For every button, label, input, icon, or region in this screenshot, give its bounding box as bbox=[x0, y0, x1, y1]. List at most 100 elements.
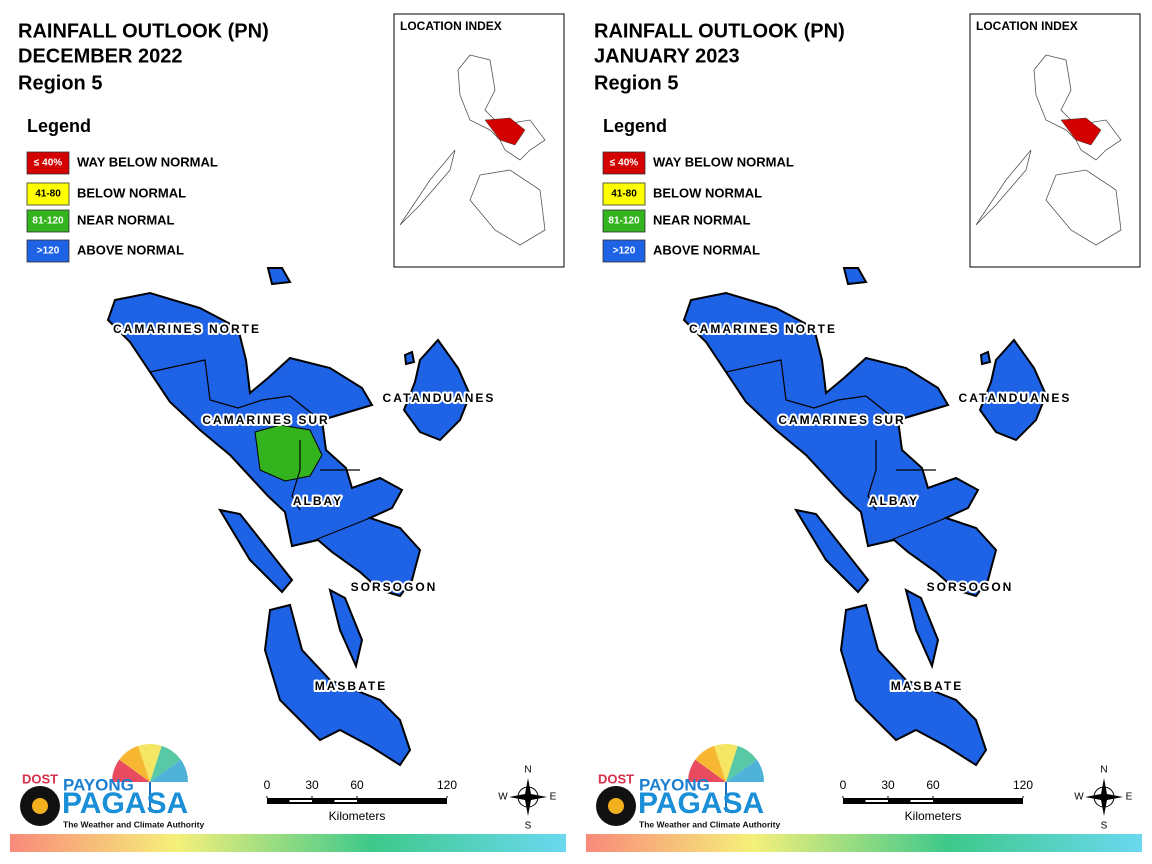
province-border bbox=[725, 359, 867, 409]
country-outline bbox=[469, 169, 546, 246]
logo-tagline: The Weather and Climate Authority bbox=[639, 819, 780, 829]
legend-swatch-text: ≤ 40% bbox=[610, 158, 638, 169]
umbrella-segment bbox=[714, 744, 738, 782]
province-border bbox=[867, 440, 877, 511]
province-area bbox=[978, 338, 1048, 442]
province-area bbox=[839, 603, 988, 767]
scale-tick-label: 30 bbox=[881, 778, 895, 792]
province-label: CAMARINES NORTE bbox=[689, 322, 837, 336]
province-area bbox=[842, 267, 868, 286]
logo-payong: PAYONG bbox=[63, 775, 134, 794]
legend-swatch bbox=[602, 151, 646, 175]
scale-bar-gap bbox=[865, 800, 888, 802]
umbrella-segment bbox=[695, 745, 726, 782]
legend-label: WAY BELOW NORMAL bbox=[77, 154, 218, 169]
province-label: SORSOGON bbox=[351, 580, 438, 594]
scale-tick-label: 120 bbox=[437, 778, 457, 792]
province-area bbox=[403, 350, 416, 366]
legend-swatch bbox=[602, 239, 646, 263]
scale-bar-gap bbox=[334, 800, 357, 802]
title-line: JANUARY 2023 bbox=[594, 45, 740, 67]
province-area bbox=[793, 508, 870, 594]
title-line: DECEMBER 2022 bbox=[18, 45, 183, 67]
legend-label: NEAR NORMAL bbox=[653, 212, 751, 227]
scale-tick-label: 60 bbox=[350, 778, 364, 792]
umbrella-segment bbox=[150, 745, 181, 782]
compass-letter: S bbox=[1101, 821, 1108, 832]
legend-label: ABOVE NORMAL bbox=[653, 242, 760, 257]
province-label: MASBATE bbox=[891, 679, 963, 693]
province-area bbox=[979, 350, 992, 366]
title-line: RAINFALL OUTLOOK (PN) bbox=[18, 20, 269, 42]
legend-swatch bbox=[26, 151, 70, 175]
legend-swatch-text: 41-80 bbox=[35, 189, 61, 200]
province-label: ALBAY bbox=[869, 494, 919, 508]
legend-swatch-text: 81-120 bbox=[32, 216, 64, 227]
province-area bbox=[904, 588, 940, 670]
umbrella-segment bbox=[112, 759, 150, 782]
color-band bbox=[586, 834, 1142, 852]
logo-dost: DOST bbox=[598, 771, 634, 786]
title-line: RAINFALL OUTLOOK (PN) bbox=[594, 20, 845, 42]
scale-tick-label: 0 bbox=[264, 778, 271, 792]
umbrella-segment bbox=[138, 744, 162, 782]
title-line: Region 5 bbox=[594, 72, 678, 94]
scale-tick-label: 120 bbox=[1013, 778, 1033, 792]
province-border bbox=[149, 359, 291, 409]
legend-swatch-text: >120 bbox=[613, 246, 636, 257]
province-label: CAMARINES NORTE bbox=[113, 322, 261, 336]
color-band bbox=[10, 834, 566, 852]
province-border bbox=[291, 440, 301, 511]
legend-swatch-text: 81-120 bbox=[608, 216, 640, 227]
province-border bbox=[890, 517, 947, 541]
near-normal-area bbox=[254, 424, 323, 482]
country-outline bbox=[1033, 54, 1122, 161]
scale-unit: Kilometers bbox=[905, 809, 962, 823]
logo-seal-center bbox=[32, 798, 48, 814]
country-outline bbox=[1045, 169, 1122, 246]
umbrella-segment bbox=[726, 745, 757, 782]
logo-dost: DOST bbox=[22, 771, 58, 786]
legend-label: NEAR NORMAL bbox=[77, 212, 175, 227]
compass-star bbox=[1085, 778, 1123, 816]
scale-unit: Kilometers bbox=[329, 809, 386, 823]
scale-bar-gap bbox=[289, 800, 312, 802]
compass-letter: W bbox=[1074, 792, 1084, 803]
province-area bbox=[263, 603, 412, 767]
legend-label: WAY BELOW NORMAL bbox=[653, 154, 794, 169]
scale-tick-label: 0 bbox=[840, 778, 847, 792]
scale-tick-label: 30 bbox=[305, 778, 319, 792]
compass-letter: N bbox=[1100, 765, 1107, 776]
location-index-label: LOCATION INDEX bbox=[400, 19, 502, 33]
province-label: MASBATE bbox=[315, 679, 387, 693]
umbrella-segment bbox=[150, 759, 188, 782]
province-area bbox=[328, 588, 364, 670]
country-outline bbox=[975, 149, 1032, 226]
legend-label: ABOVE NORMAL bbox=[77, 242, 184, 257]
province-label: SORSOGON bbox=[927, 580, 1014, 594]
province-border bbox=[314, 517, 371, 541]
region-highlight bbox=[1060, 117, 1102, 146]
compass-letter: N bbox=[524, 765, 531, 776]
location-index-label: LOCATION INDEX bbox=[976, 19, 1078, 33]
legend-swatch bbox=[26, 239, 70, 263]
region-highlight bbox=[484, 117, 526, 146]
province-label: ALBAY bbox=[293, 494, 343, 508]
country-outline bbox=[457, 54, 546, 161]
province-border bbox=[865, 395, 897, 421]
logo-seal-center bbox=[608, 798, 624, 814]
legend-label: BELOW NORMAL bbox=[77, 185, 186, 200]
panel: RAINFALL OUTLOOK (PN) JANUARY 2023 Region … bbox=[586, 13, 1142, 852]
logo-pagasa: PAGASA bbox=[62, 787, 188, 820]
legend-swatch-text: >120 bbox=[37, 246, 60, 257]
province-label: CAMARINES SUR bbox=[202, 413, 329, 427]
country-outline bbox=[399, 149, 456, 226]
legend-title: Legend bbox=[27, 116, 91, 136]
compass-star bbox=[509, 778, 547, 816]
umbrella-segment bbox=[726, 759, 764, 782]
legend-swatch-text: 41-80 bbox=[611, 189, 637, 200]
compass-letter: S bbox=[525, 821, 532, 832]
legend-swatch bbox=[26, 182, 70, 206]
legend-label: BELOW NORMAL bbox=[653, 185, 762, 200]
